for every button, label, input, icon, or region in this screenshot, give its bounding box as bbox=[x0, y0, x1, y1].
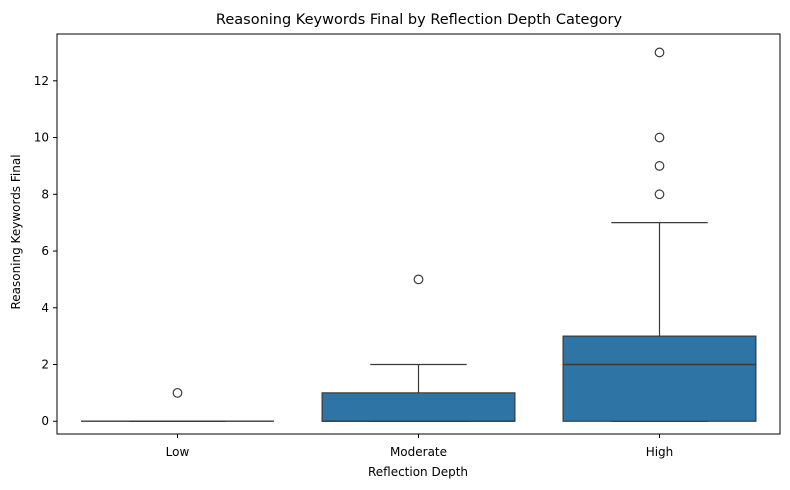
x-tick-label: Moderate bbox=[390, 445, 447, 459]
y-tick-label: 10 bbox=[34, 131, 49, 145]
x-tick-label: High bbox=[646, 445, 674, 459]
y-axis-label: Reasoning Keywords Final bbox=[9, 154, 23, 309]
y-tick-label: 12 bbox=[34, 74, 49, 88]
outlier-point-moderate bbox=[413, 274, 424, 285]
chart-title: Reasoning Keywords Final by Reflection D… bbox=[216, 12, 623, 28]
box-moderate bbox=[321, 392, 516, 422]
box-high bbox=[562, 335, 757, 422]
y-tick-label: 4 bbox=[41, 301, 49, 315]
outlier-point-high bbox=[654, 189, 665, 200]
y-tick-label: 6 bbox=[41, 244, 49, 258]
outlier-point-low bbox=[172, 387, 183, 398]
outlier-point-high bbox=[654, 132, 665, 143]
plot-area: 0 2 4 6 8 10 12 Low Moderate High bbox=[34, 33, 781, 459]
y-tick-label: 2 bbox=[41, 357, 49, 371]
y-tick-label: 0 bbox=[41, 414, 49, 428]
y-tick-label: 8 bbox=[41, 187, 49, 201]
outlier-point-high bbox=[654, 161, 665, 171]
outlier-point-high bbox=[654, 47, 665, 58]
x-axis-label: Reflection Depth bbox=[368, 465, 468, 479]
x-tick-label: Low bbox=[166, 445, 190, 459]
